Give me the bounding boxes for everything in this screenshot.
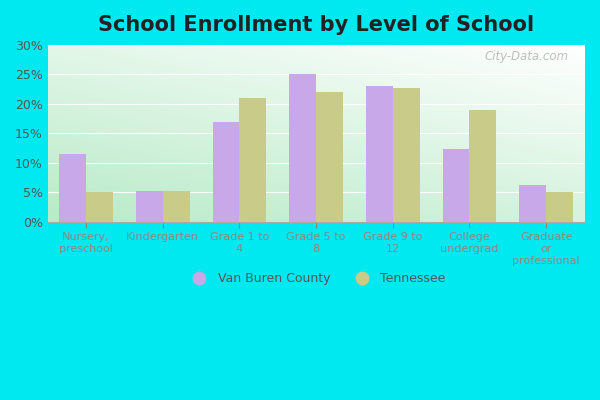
Bar: [393, 88, 419, 222]
Bar: [212, 122, 239, 222]
Bar: [289, 74, 316, 222]
Bar: [86, 192, 113, 222]
Bar: [136, 191, 163, 222]
Bar: [469, 110, 496, 222]
Legend: Van Buren County, Tennessee: Van Buren County, Tennessee: [182, 267, 451, 290]
Title: School Enrollment by Level of School: School Enrollment by Level of School: [98, 15, 534, 35]
Bar: [316, 92, 343, 222]
Bar: [443, 149, 469, 222]
Text: City-Data.com: City-Data.com: [484, 50, 568, 63]
Bar: [366, 86, 393, 222]
Bar: [59, 154, 86, 222]
Bar: [163, 191, 190, 222]
Bar: [546, 192, 573, 222]
Bar: [239, 98, 266, 222]
Bar: [519, 185, 546, 222]
